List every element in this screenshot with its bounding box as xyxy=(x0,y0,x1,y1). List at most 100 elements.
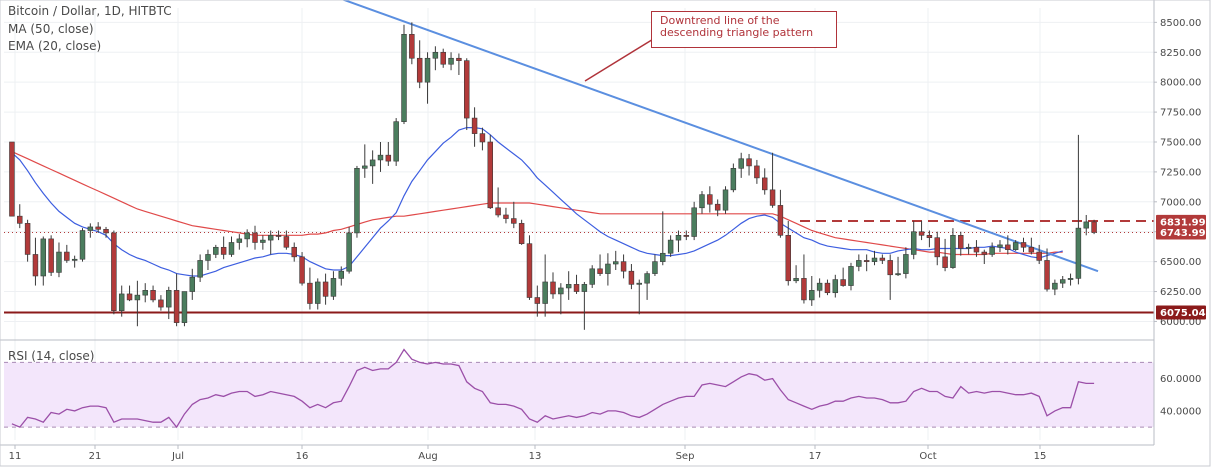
candle-body xyxy=(636,282,642,285)
candle-body xyxy=(87,226,94,231)
candle-body xyxy=(738,158,744,169)
candle xyxy=(565,271,572,300)
candle-body xyxy=(895,273,901,276)
candle-body xyxy=(267,235,274,241)
candle-body xyxy=(362,165,368,169)
downtrend-line xyxy=(341,0,1099,273)
candle xyxy=(511,201,517,229)
y-tick-label: 6000.00 xyxy=(1160,317,1201,328)
candle xyxy=(260,235,266,250)
y-tick-label: 6500.00 xyxy=(1160,257,1201,268)
candle xyxy=(197,254,203,282)
y-tick-label: 8000.00 xyxy=(1160,78,1201,89)
candle-body xyxy=(32,254,39,277)
candle-body xyxy=(730,168,737,191)
candle xyxy=(910,220,917,260)
candle xyxy=(699,191,705,214)
candle-body xyxy=(40,238,47,277)
candle xyxy=(722,186,729,214)
candle-body xyxy=(244,232,250,240)
candle xyxy=(1067,273,1074,286)
candle-body xyxy=(793,278,799,282)
candle-body xyxy=(205,254,211,261)
candle xyxy=(636,279,642,315)
candle xyxy=(416,40,423,89)
candle-body xyxy=(17,215,23,224)
candle-body xyxy=(816,282,823,291)
candle xyxy=(1020,237,1027,253)
candle-body xyxy=(620,261,627,272)
candle xyxy=(71,255,78,268)
candle-body xyxy=(660,252,666,262)
candle xyxy=(315,278,321,310)
candle xyxy=(620,254,627,279)
candle xyxy=(377,141,384,172)
candle xyxy=(573,274,580,294)
candle-body xyxy=(848,266,854,286)
x-tick-label: Jul xyxy=(171,451,184,462)
horizontal-levels xyxy=(4,219,1154,314)
candle xyxy=(879,254,886,265)
x-tick-label: Oct xyxy=(919,451,936,462)
y-tick-label: 8500.00 xyxy=(1160,18,1201,29)
candle xyxy=(761,168,768,195)
candle-body xyxy=(511,218,517,224)
candle xyxy=(448,52,454,71)
candle-body xyxy=(950,235,956,268)
candle xyxy=(134,280,141,327)
candle xyxy=(424,52,431,104)
candle-body xyxy=(103,229,109,234)
candle-body xyxy=(581,284,588,292)
candle xyxy=(181,291,188,327)
candle-body xyxy=(448,57,454,65)
candle-body xyxy=(1012,242,1019,250)
candle-body xyxy=(71,258,78,261)
candle xyxy=(542,254,548,317)
candle xyxy=(628,264,635,290)
candle-body xyxy=(840,279,846,286)
candle-body xyxy=(589,268,595,285)
candle-body xyxy=(118,293,125,311)
candle-body xyxy=(934,237,940,258)
candle-body xyxy=(48,238,54,273)
candle-body xyxy=(197,260,203,278)
ema-20-line xyxy=(11,126,1063,277)
candle xyxy=(267,230,274,255)
candle-body xyxy=(95,226,101,230)
rsi-line xyxy=(11,348,1095,429)
candle xyxy=(291,242,297,262)
candle xyxy=(464,58,470,131)
candle xyxy=(503,207,509,224)
candle-body xyxy=(1005,244,1011,250)
candle xyxy=(644,271,650,300)
candle-body xyxy=(518,223,525,244)
candle-body xyxy=(111,232,117,311)
y-tick-label: 6250.00 xyxy=(1160,287,1201,298)
candle xyxy=(1075,134,1082,285)
candle-body xyxy=(565,284,572,289)
candle xyxy=(299,252,305,286)
candle xyxy=(409,22,415,65)
candle xyxy=(322,273,329,305)
candle xyxy=(354,165,360,238)
candle-body xyxy=(385,154,392,162)
candle-body xyxy=(918,231,925,236)
candle xyxy=(118,285,125,317)
candle xyxy=(393,118,399,166)
candle-body xyxy=(79,230,86,260)
candle xyxy=(550,272,556,299)
candle-body xyxy=(965,246,972,249)
candle xyxy=(973,240,980,257)
candle xyxy=(707,186,713,213)
candle-body xyxy=(236,238,243,243)
candle-body xyxy=(785,235,791,282)
ma-legend: MA (50, close) xyxy=(8,22,94,36)
candle xyxy=(683,230,690,241)
candle xyxy=(526,235,533,300)
candle-body xyxy=(832,279,839,294)
candle xyxy=(401,24,407,125)
candle-body xyxy=(973,246,980,253)
ma-50-line xyxy=(11,151,1063,256)
